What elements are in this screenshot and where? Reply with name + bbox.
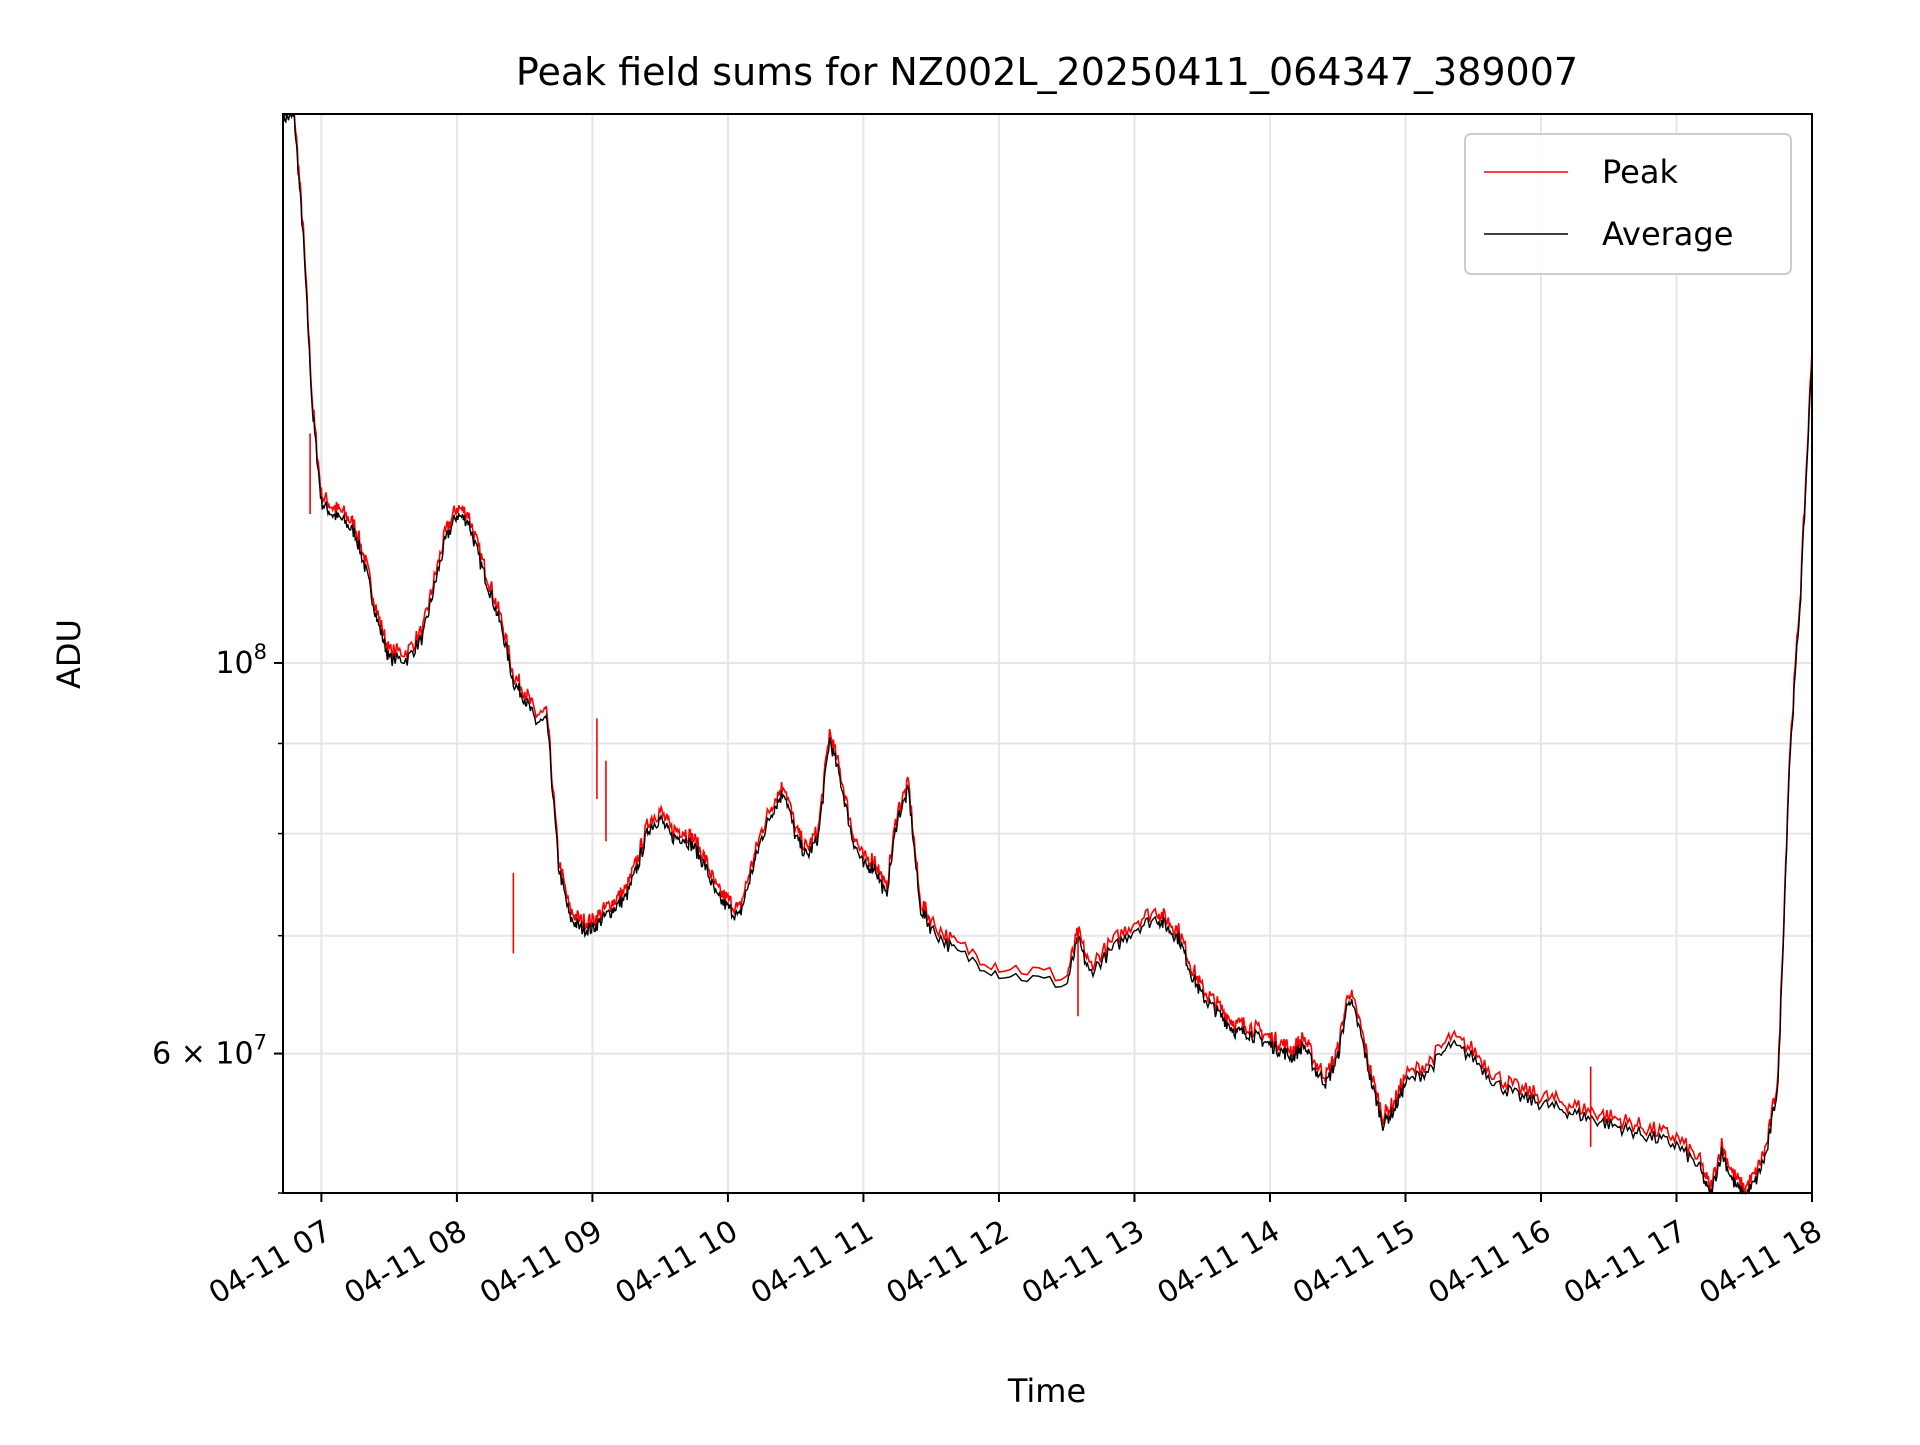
x-tick-label: 04-11 18	[1694, 1214, 1828, 1312]
legend: Peak Average	[1464, 133, 1792, 275]
x-tick-label: 04-11 07	[203, 1214, 337, 1312]
series-line-peak	[282, 113, 1813, 1196]
x-axis: 04-11 07 04-11 08 04-11 09 04-11 10 04-11 11…	[203, 1193, 1828, 1311]
x-tick-label: 04-11 17	[1558, 1214, 1692, 1312]
x-tick-label: 04-11 14	[1152, 1214, 1286, 1312]
x-tick-label: 04-11 11	[745, 1214, 879, 1312]
grid-layer	[283, 114, 1813, 1194]
x-tick-label: 04-11 09	[474, 1214, 608, 1312]
x-tick-label: 04-11 13	[1016, 1214, 1150, 1312]
x-tick-label: 04-11 08	[339, 1214, 473, 1312]
legend-label-peak: Peak	[1602, 153, 1678, 191]
legend-box	[1464, 133, 1792, 275]
series-line-average	[282, 113, 1813, 1196]
chart-title: Peak field sums for NZ002L_20250411_0643…	[516, 50, 1578, 94]
y-axis-label: ADU	[50, 619, 88, 689]
x-tick-label: 04-11 12	[881, 1214, 1015, 1312]
y-tick-label: 108	[215, 640, 267, 681]
x-tick-label: 04-11 16	[1423, 1214, 1557, 1312]
x-tick-label: 04-11 10	[610, 1214, 744, 1312]
series-layer	[282, 113, 1813, 1196]
x-axis-label: Time	[1007, 1372, 1086, 1410]
x-tick-label: 04-11 15	[1287, 1214, 1421, 1312]
plot-frame	[282, 113, 1813, 1194]
y-axis: 108 6 × 107	[152, 640, 283, 1194]
legend-label-average: Average	[1602, 215, 1733, 253]
y-tick-label: 6 × 107	[152, 1031, 267, 1072]
